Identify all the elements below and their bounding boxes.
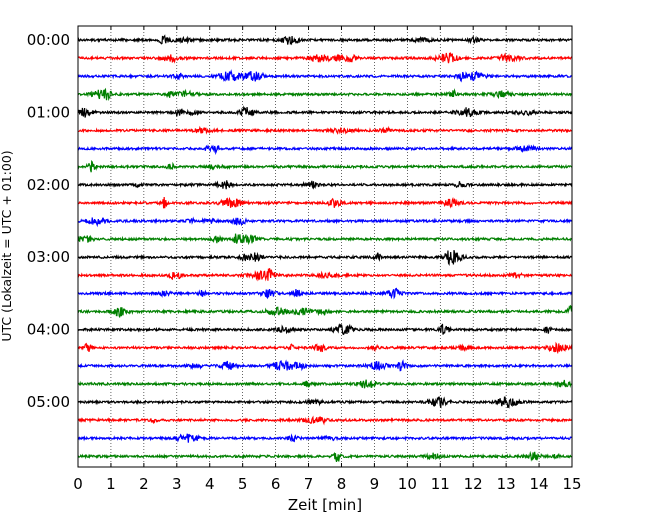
x-tick-label: 11 — [431, 475, 450, 493]
seismogram-trace — [77, 69, 573, 83]
y-tick-label: 02:00 — [27, 176, 70, 194]
seismogram-trace — [77, 233, 573, 246]
x-tick-label: 4 — [205, 475, 215, 493]
x-tick-label: 3 — [172, 475, 182, 493]
seismogram-trace — [77, 196, 573, 209]
seismogram-trace — [77, 125, 573, 135]
seismogram-trace — [77, 323, 573, 336]
y-tick-label: 00:00 — [27, 31, 70, 49]
y-tick-label: 01:00 — [27, 103, 70, 121]
x-tick-label: 8 — [337, 475, 347, 493]
x-tick-label: 9 — [370, 475, 380, 493]
seismogram-trace — [77, 415, 573, 426]
y-tick-label: 03:00 — [27, 248, 70, 266]
seismogram-trace — [77, 450, 573, 463]
x-tick-label: 6 — [271, 475, 281, 493]
seismogram-trace — [77, 216, 573, 228]
seismogram-trace — [77, 358, 573, 372]
x-tick-label: 14 — [530, 475, 549, 493]
seismogram-trace — [77, 287, 573, 300]
y-tick-label: 05:00 — [27, 393, 70, 411]
seismogram-trace — [77, 144, 573, 156]
x-tick-label: 10 — [398, 475, 417, 493]
plot-frame — [77, 25, 573, 468]
x-tick-label: 0 — [73, 475, 83, 493]
x-tick-label: 2 — [139, 475, 149, 493]
trace-layer — [77, 34, 573, 463]
seismogram-trace — [77, 341, 573, 355]
seismogram-trace — [77, 105, 573, 118]
x-axis: 0 1 2 3 4 5 6 7 8 9 10 11 12 13 14 15 — [73, 26, 582, 493]
x-tick-label: 7 — [304, 475, 314, 493]
seismogram-trace — [77, 180, 573, 190]
x-axis-label: Zeit [min] — [288, 496, 362, 514]
seismogram-trace — [77, 159, 573, 173]
seismogram-trace — [77, 396, 573, 409]
seismogram-trace — [77, 51, 573, 64]
x-tick-label: 13 — [497, 475, 516, 493]
x-tick-label: 15 — [562, 475, 581, 493]
y-axis: 00:00 01:00 02:00 03:00 04:00 05:00 — [27, 31, 82, 411]
x-tick-label: 12 — [464, 475, 483, 493]
seismogram-trace — [77, 34, 573, 46]
y-axis-label: UTC (Lokalzeit = UTC + 01:00) — [0, 150, 14, 341]
seismogram-trace — [77, 304, 573, 319]
seismogram-trace — [77, 87, 573, 102]
seismogram-trace — [77, 379, 573, 389]
x-tick-label: 5 — [238, 475, 248, 493]
seismogram-trace — [77, 433, 573, 443]
x-tick-label: 1 — [106, 475, 116, 493]
y-tick-label: 04:00 — [27, 321, 70, 339]
seismogram-trace — [77, 268, 573, 282]
seismogram-trace — [77, 250, 573, 266]
